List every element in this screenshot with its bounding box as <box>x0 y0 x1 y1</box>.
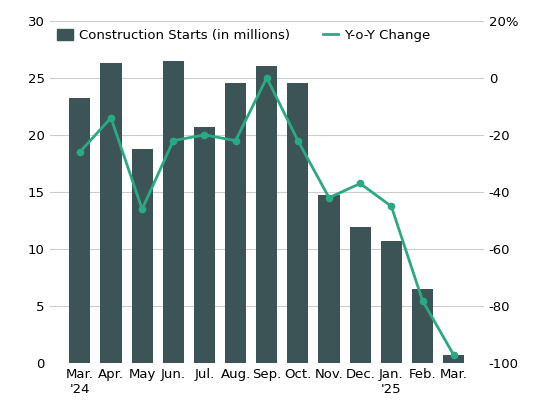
Bar <box>163 61 184 363</box>
Bar <box>256 66 277 363</box>
Bar <box>225 83 246 363</box>
Bar <box>318 195 340 363</box>
Bar <box>443 356 464 363</box>
Bar <box>131 149 153 363</box>
Bar <box>194 127 215 363</box>
Bar <box>287 83 309 363</box>
Bar <box>381 241 402 363</box>
Bar <box>69 98 90 363</box>
Bar <box>350 228 371 363</box>
Bar <box>101 63 122 363</box>
Legend: Construction Starts (in millions), Y-o-Y Change: Construction Starts (in millions), Y-o-Y… <box>53 25 434 45</box>
Bar <box>412 289 433 363</box>
